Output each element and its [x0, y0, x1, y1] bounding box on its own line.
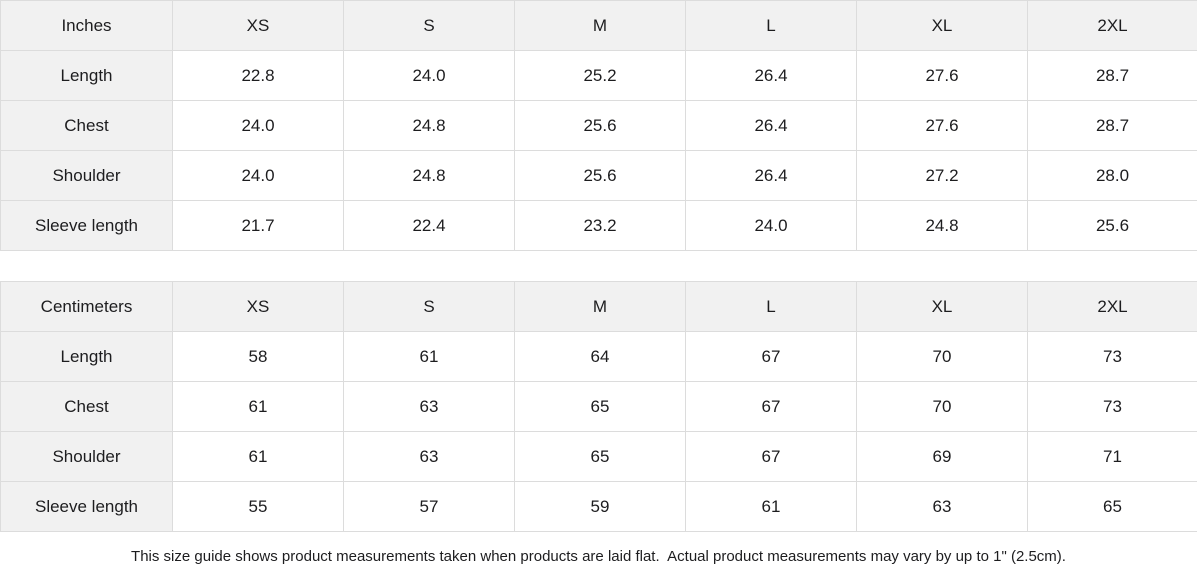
measurement-value-cell: 65	[514, 431, 686, 482]
measurement-value-cell: 25.6	[514, 100, 686, 151]
measurement-row: Sleeve length 55 57 59 61 63 65	[0, 481, 1197, 532]
measurement-value-cell: 64	[514, 331, 686, 382]
measurement-value-cell: 69	[856, 431, 1028, 482]
measurement-value-cell: 26.4	[685, 50, 857, 101]
measurement-row: Length 58 61 64 67 70 73	[0, 331, 1197, 382]
size-column-header: XS	[172, 0, 344, 51]
size-header-row: Centimeters XS S M L XL 2XL	[0, 281, 1197, 332]
measurement-value-cell: 70	[856, 331, 1028, 382]
measurement-row: Chest 61 63 65 67 70 73	[0, 381, 1197, 432]
measurement-value-cell: 73	[1027, 381, 1197, 432]
measurement-value-cell: 24.0	[685, 200, 857, 251]
size-column-header: XL	[856, 281, 1028, 332]
measurement-value-cell: 67	[685, 431, 857, 482]
measurement-label: Length	[0, 331, 173, 382]
measurement-value-cell: 67	[685, 331, 857, 382]
measurement-value-cell: 61	[343, 331, 515, 382]
measurement-label: Sleeve length	[0, 200, 173, 251]
measurement-value-cell: 55	[172, 481, 344, 532]
measurement-value-cell: 25.6	[514, 150, 686, 201]
measurement-value-cell: 27.6	[856, 100, 1028, 151]
measurement-value-cell: 58	[172, 331, 344, 382]
measurement-value-cell: 23.2	[514, 200, 686, 251]
size-column-header: 2XL	[1027, 0, 1197, 51]
measurement-value-cell: 24.8	[343, 100, 515, 151]
measurement-value-cell: 28.7	[1027, 100, 1197, 151]
measurement-label: Chest	[0, 381, 173, 432]
measurement-value-cell: 61	[172, 381, 344, 432]
measurement-value-cell: 28.7	[1027, 50, 1197, 101]
measurement-value-cell: 27.6	[856, 50, 1028, 101]
unit-header-cell: Centimeters	[0, 281, 173, 332]
measurement-row: Length 22.8 24.0 25.2 26.4 27.6 28.7	[0, 50, 1197, 101]
size-column-header: L	[685, 281, 857, 332]
size-column-header: XL	[856, 0, 1028, 51]
measurement-value-cell: 70	[856, 381, 1028, 432]
measurement-row: Chest 24.0 24.8 25.6 26.4 27.6 28.7	[0, 100, 1197, 151]
measurement-value-cell: 25.6	[1027, 200, 1197, 251]
measurement-row: Sleeve length 21.7 22.4 23.2 24.0 24.8 25.6	[0, 200, 1197, 251]
measurement-row: Shoulder 61 63 65 67 69 71	[0, 431, 1197, 482]
measurement-value-cell: 59	[514, 481, 686, 532]
measurement-value-cell: 28.0	[1027, 150, 1197, 201]
measurement-value-cell: 24.0	[172, 100, 344, 151]
measurement-value-cell: 24.8	[343, 150, 515, 201]
measurement-row: Shoulder 24.0 24.8 25.6 26.4 27.2 28.0	[0, 150, 1197, 201]
measurement-value-cell: 57	[343, 481, 515, 532]
measurement-value-cell: 24.0	[172, 150, 344, 201]
measurement-label: Length	[0, 50, 173, 101]
measurement-value-cell: 22.8	[172, 50, 344, 101]
unit-header-cell: Inches	[0, 0, 173, 51]
measurement-value-cell: 26.4	[685, 150, 857, 201]
measurement-value-cell: 25.2	[514, 50, 686, 101]
size-column-header: 2XL	[1027, 281, 1197, 332]
measurement-value-cell: 63	[343, 381, 515, 432]
size-column-header: XS	[172, 281, 344, 332]
table-gap	[0, 251, 1197, 281]
measurement-value-cell: 26.4	[685, 100, 857, 151]
measurement-value-cell: 63	[856, 481, 1028, 532]
measurement-value-cell: 73	[1027, 331, 1197, 382]
measurement-value-cell: 24.0	[343, 50, 515, 101]
measurement-value-cell: 67	[685, 381, 857, 432]
measurement-value-cell: 61	[172, 431, 344, 482]
size-column-header: S	[343, 281, 515, 332]
size-header-row: Inches XS S M L XL 2XL	[0, 0, 1197, 51]
size-column-header: S	[343, 0, 515, 51]
measurement-value-cell: 27.2	[856, 150, 1028, 201]
size-table-centimeters: Centimeters XS S M L XL 2XL Length 58 61 64 67 70 73 C…	[0, 281, 1197, 532]
measurement-value-cell: 65	[1027, 481, 1197, 532]
size-column-header: M	[514, 281, 686, 332]
measurement-label: Shoulder	[0, 431, 173, 482]
size-guide-disclaimer: This size guide shows product measuremen…	[0, 532, 1197, 580]
measurement-value-cell: 65	[514, 381, 686, 432]
measurement-label: Sleeve length	[0, 481, 173, 532]
size-table-inches: Inches XS S M L XL 2XL Length 22.8 24.0 25.2 26.4 27…	[0, 0, 1197, 251]
measurement-label: Shoulder	[0, 150, 173, 201]
measurement-value-cell: 71	[1027, 431, 1197, 482]
size-column-header: M	[514, 0, 686, 51]
measurement-value-cell: 21.7	[172, 200, 344, 251]
measurement-value-cell: 22.4	[343, 200, 515, 251]
measurement-value-cell: 63	[343, 431, 515, 482]
measurement-label: Chest	[0, 100, 173, 151]
size-column-header: L	[685, 0, 857, 51]
measurement-value-cell: 61	[685, 481, 857, 532]
measurement-value-cell: 24.8	[856, 200, 1028, 251]
